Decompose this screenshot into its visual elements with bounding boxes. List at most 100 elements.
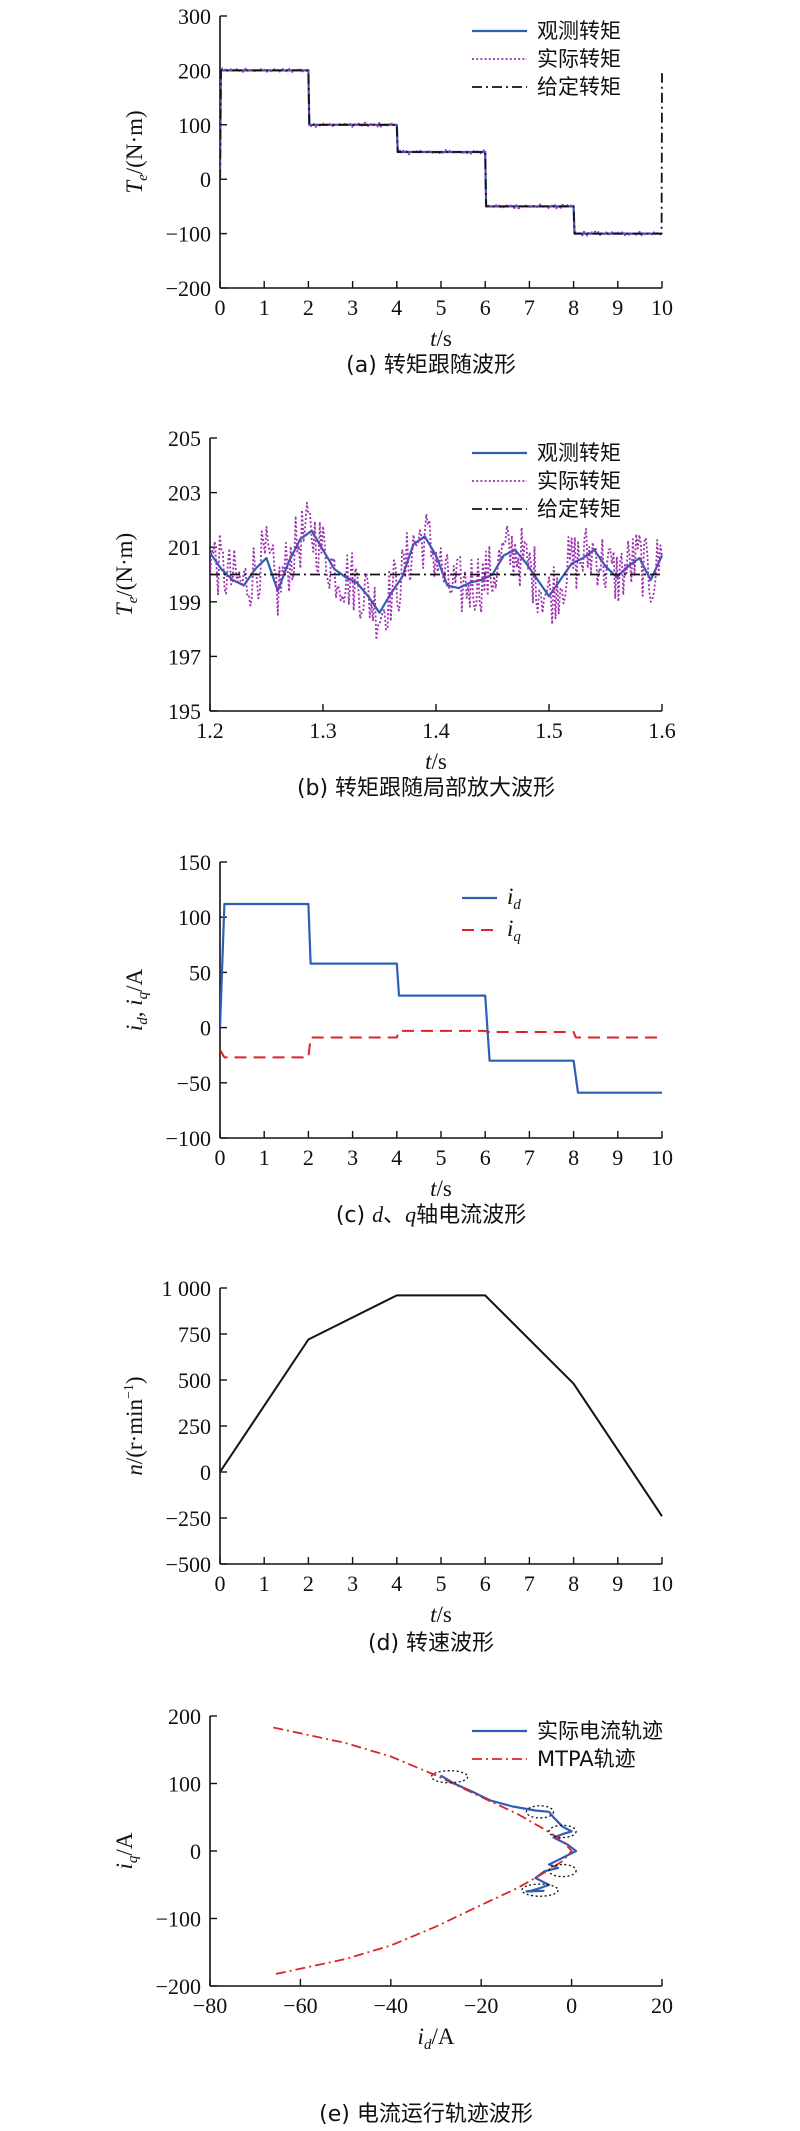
y-tick-label: 750	[178, 1322, 211, 1347]
x-tick-label: 7	[524, 1571, 535, 1596]
x-tick-label: −60	[283, 1993, 317, 2018]
y-tick-label: −500	[166, 1552, 211, 1577]
x-tick-label: 0	[566, 1993, 577, 2018]
y-axis-label: Te/(N·m)	[112, 533, 141, 616]
y-axis-label: Te/(N·m)	[122, 110, 151, 193]
y-tick-label: 0	[200, 1016, 211, 1041]
x-tick-label: 6	[480, 295, 491, 320]
y-tick-label: −100	[156, 1907, 201, 1932]
legend-label: MTPA轨迹	[537, 1747, 636, 1771]
y-tick-label: 201	[168, 535, 201, 560]
x-tick-label: 6	[480, 1571, 491, 1596]
x-axis-label: id/A	[418, 2024, 455, 2053]
x-tick-label: 5	[436, 1571, 447, 1596]
y-tick-label: 100	[168, 1772, 201, 1797]
figure-caption: (d) 转速波形	[368, 1631, 494, 1656]
series-line-3	[220, 69, 663, 235]
legend-label: id	[507, 884, 521, 913]
x-tick-label: 2	[303, 1145, 314, 1170]
x-tick-label: 9	[612, 1145, 623, 1170]
x-tick-label: 2	[303, 1571, 314, 1596]
x-tick-label: 1.6	[648, 718, 676, 743]
legend-label: 实际转矩	[537, 47, 621, 71]
x-tick-label: −20	[464, 1993, 498, 2018]
x-tick-label: 10	[651, 1571, 673, 1596]
plot-area	[210, 501, 663, 641]
series-line-1	[220, 902, 662, 1094]
y-tick-label: 500	[178, 1368, 211, 1393]
x-tick-label: 7	[524, 1145, 535, 1170]
highlight-ellipse	[521, 1883, 559, 1897]
x-tick-label: 5	[436, 295, 447, 320]
x-tick-label: 4	[391, 1571, 402, 1596]
x-tick-label: 0	[215, 295, 226, 320]
y-tick-label: 203	[168, 481, 201, 506]
legend-label: 给定转矩	[537, 75, 621, 99]
series-line-2	[220, 1029, 662, 1059]
y-axis-label: n/(r·min−1)	[122, 1376, 147, 1475]
x-tick-label: 6	[480, 1145, 491, 1170]
y-tick-label: 200	[178, 58, 211, 83]
x-tick-label: 4	[391, 295, 402, 320]
y-tick-label: −200	[166, 276, 211, 301]
x-tick-label: 7	[524, 295, 535, 320]
highlight-ellipse	[548, 1824, 577, 1839]
x-tick-label: 10	[651, 295, 673, 320]
x-tick-label: 0	[215, 1571, 226, 1596]
figure-caption: (a) 转矩跟随波形	[346, 353, 516, 378]
highlight-ellipse	[525, 1805, 555, 1819]
chart-b: 1.2 1.3 1.4 1.5 1.6 195 197 199 201 203 205 观测转矩实际转…	[112, 426, 676, 801]
series-line-2	[210, 501, 663, 641]
x-tick-label: 1.2	[196, 718, 224, 743]
x-tick-label: −80	[193, 1993, 227, 2018]
x-tick-label: 20	[651, 1993, 673, 2018]
y-tick-label: −100	[166, 1126, 211, 1151]
x-tick-label: 0	[215, 1145, 226, 1170]
x-tick-label: 2	[303, 295, 314, 320]
series-line-1	[220, 1294, 663, 1517]
chart-e: −80 −60 −40 −20 0 20−200−1000100200实际电流轨迹MTPA…	[112, 1704, 673, 2127]
highlight-ellipse	[430, 1770, 469, 1784]
x-tick-label: 3	[347, 1571, 358, 1596]
plot-area	[220, 902, 662, 1094]
y-axis-label: iq/A	[112, 1832, 141, 1869]
legend-label: 观测转矩	[537, 441, 621, 465]
x-axis-label: t/s	[430, 326, 452, 351]
y-tick-label: 0	[200, 167, 211, 192]
y-tick-label: 1 000	[162, 1276, 212, 1301]
y-tick-label: 100	[178, 905, 211, 930]
y-tick-label: 0	[190, 1839, 201, 1864]
x-tick-label: 1	[259, 295, 270, 320]
y-tick-label: 250	[178, 1414, 211, 1439]
x-tick-label: 3	[347, 1145, 358, 1170]
x-tick-label: 1.4	[422, 718, 450, 743]
figure-caption: (e) 电流运行轨迹波形	[319, 2102, 533, 2127]
series-line-2	[273, 1726, 573, 1976]
y-tick-label: −50	[177, 1071, 211, 1096]
plot-area	[273, 1726, 578, 1976]
x-tick-label: 8	[568, 1145, 579, 1170]
plot-area	[220, 1294, 663, 1517]
series-line-1	[439, 1774, 578, 1893]
y-tick-label: 197	[168, 644, 201, 669]
y-tick-label: 50	[189, 960, 211, 985]
x-tick-label: 10	[651, 1145, 673, 1170]
y-tick-label: 150	[178, 850, 211, 875]
x-axis-label: t/s	[430, 1602, 452, 1627]
y-tick-label: 300	[178, 4, 211, 29]
x-tick-label: −40	[374, 1993, 408, 2018]
legend-label: 实际电流轨迹	[537, 1719, 663, 1743]
y-tick-label: 0	[200, 1460, 211, 1485]
x-tick-label: 3	[347, 295, 358, 320]
legend-label: 给定转矩	[537, 497, 621, 521]
x-tick-label: 1	[259, 1145, 270, 1170]
x-tick-label: 9	[612, 1571, 623, 1596]
figure-caption: (b) 转矩跟随局部放大波形	[297, 776, 555, 801]
plot-area	[220, 67, 663, 237]
y-tick-label: −250	[166, 1506, 211, 1531]
y-tick-label: 205	[168, 426, 201, 451]
legend-label: 观测转矩	[537, 19, 621, 43]
y-axis-label: id, iq/A	[122, 968, 151, 1031]
y-tick-label: 100	[178, 113, 211, 138]
